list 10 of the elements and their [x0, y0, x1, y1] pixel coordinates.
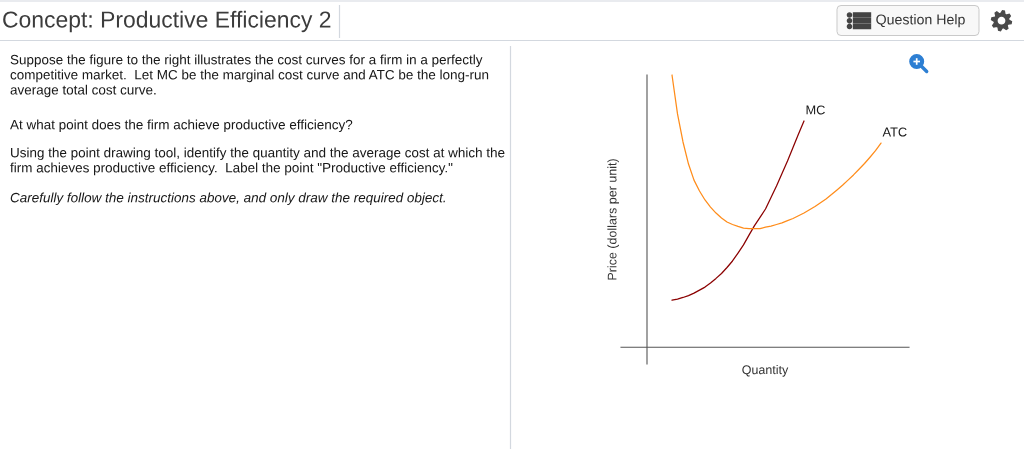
text: Question Help	[876, 14, 965, 28]
x-axis-title: Quantity	[742, 365, 789, 377]
text: Concept: Productive Efficiency 2	[3, 10, 331, 33]
text: Carefully follow the instructions above, and only draw the required object.	[10, 192, 445, 206]
series-label: ATC	[882, 127, 907, 137]
series-label: MC	[806, 105, 825, 115]
text: Using the point drawing tool, identify the quantity and the average cost at which the firm achieves productive efficiency. Label the point "Productive efficiency."	[10, 147, 505, 176]
text: At what point does the firm achieve productive efficiency?	[10, 119, 353, 133]
y-axis-title: Price (dollars per unit)	[607, 159, 619, 280]
text: Suppose the figure to the right illustrates the cost curves for a firm in a perfectly competitive market. Let MC be the marginal cost curve and ATC be the long-run average total cost curve.	[10, 54, 489, 98]
